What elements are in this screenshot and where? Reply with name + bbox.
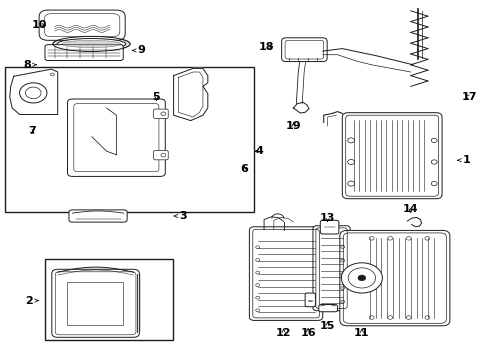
Text: 16: 16 bbox=[300, 328, 315, 338]
FancyBboxPatch shape bbox=[318, 305, 337, 312]
Polygon shape bbox=[10, 69, 58, 114]
FancyBboxPatch shape bbox=[45, 45, 123, 60]
FancyBboxPatch shape bbox=[249, 227, 322, 320]
FancyBboxPatch shape bbox=[342, 113, 441, 199]
FancyBboxPatch shape bbox=[281, 38, 326, 62]
FancyBboxPatch shape bbox=[320, 220, 338, 234]
Text: 4: 4 bbox=[255, 146, 263, 156]
FancyBboxPatch shape bbox=[312, 226, 349, 311]
Ellipse shape bbox=[53, 36, 130, 51]
Text: 15: 15 bbox=[319, 321, 335, 331]
Text: 13: 13 bbox=[319, 213, 335, 223]
FancyBboxPatch shape bbox=[69, 210, 127, 222]
Text: 1: 1 bbox=[457, 155, 470, 165]
FancyBboxPatch shape bbox=[39, 10, 125, 40]
Circle shape bbox=[341, 263, 382, 293]
Circle shape bbox=[357, 275, 365, 281]
Polygon shape bbox=[173, 68, 207, 121]
Text: 8: 8 bbox=[23, 60, 36, 70]
Ellipse shape bbox=[57, 39, 125, 49]
Text: 12: 12 bbox=[275, 328, 291, 338]
Text: 7: 7 bbox=[28, 126, 36, 136]
Polygon shape bbox=[293, 102, 308, 113]
Text: 2: 2 bbox=[25, 296, 39, 306]
Text: 14: 14 bbox=[402, 204, 418, 214]
Bar bbox=[5, 67, 254, 212]
Text: 6: 6 bbox=[240, 164, 248, 174]
Text: 18: 18 bbox=[258, 42, 274, 52]
FancyBboxPatch shape bbox=[52, 269, 139, 337]
Text: 9: 9 bbox=[132, 45, 145, 55]
Text: 10: 10 bbox=[31, 20, 47, 30]
Text: 3: 3 bbox=[174, 211, 187, 221]
Text: 17: 17 bbox=[461, 92, 476, 102]
Ellipse shape bbox=[62, 40, 121, 48]
FancyBboxPatch shape bbox=[153, 109, 168, 118]
FancyBboxPatch shape bbox=[67, 99, 165, 176]
FancyBboxPatch shape bbox=[339, 230, 449, 326]
Text: 19: 19 bbox=[285, 121, 301, 131]
Bar bbox=[67, 282, 122, 325]
Bar bbox=[45, 259, 172, 340]
FancyBboxPatch shape bbox=[305, 293, 315, 307]
FancyBboxPatch shape bbox=[153, 150, 168, 160]
Text: 5: 5 bbox=[152, 92, 160, 102]
Text: 11: 11 bbox=[353, 328, 369, 338]
